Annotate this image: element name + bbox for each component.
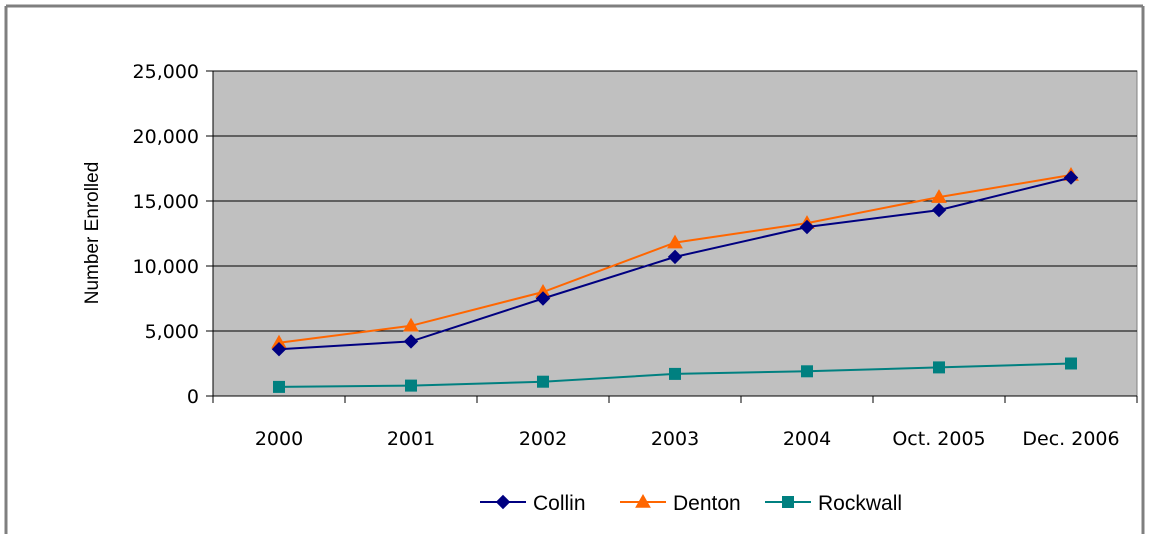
legend-marker	[635, 493, 651, 508]
y-tick-label: 25,000	[133, 61, 199, 83]
x-tick-label: 2002	[519, 428, 567, 450]
plot-area	[212, 70, 1138, 397]
data-point	[537, 375, 549, 388]
data-point	[931, 202, 947, 218]
x-tick-label: 2003	[651, 428, 699, 450]
legend-item-denton: Denton	[620, 492, 741, 515]
legend-item-rockwall: Rockwall	[765, 492, 902, 515]
data-point	[1065, 357, 1077, 370]
data-point	[405, 379, 417, 392]
y-tick-label: 5,000	[145, 321, 199, 343]
legend-label: Rockwall	[818, 492, 902, 515]
y-tick-label: 20,000	[133, 126, 199, 148]
x-tick-label: 2004	[783, 428, 831, 450]
y-tick-label: 15,000	[133, 191, 199, 213]
y-tick-label: 10,000	[133, 256, 199, 278]
legend-label: Collin	[533, 492, 586, 515]
data-point	[535, 291, 551, 306]
y-tick-label: 0	[187, 386, 199, 408]
data-point	[271, 341, 287, 357]
legend-item-collin: Collin	[480, 492, 586, 515]
x-tick-label: 2001	[387, 428, 435, 450]
data-point	[403, 334, 419, 349]
y-tick-labels: 0 5,000 10,000 15,000 20,000 25,000	[133, 61, 199, 408]
x-tick-labels: 2000 2001 2002 2003 2004 Oct. 2005 Dec. 2006	[255, 428, 1120, 450]
legend-marker	[782, 496, 794, 508]
data-point	[667, 249, 683, 265]
data-point	[403, 317, 419, 332]
x-tick-label: 2000	[255, 428, 303, 450]
data-point	[669, 367, 681, 380]
series-group	[271, 166, 1079, 393]
data-point	[273, 380, 285, 393]
series-rockwall	[273, 357, 1077, 393]
series-collin	[271, 170, 1079, 357]
data-point	[799, 219, 815, 235]
data-point	[933, 361, 945, 374]
legend-marker	[495, 494, 511, 510]
data-point	[931, 189, 947, 203]
data-point	[667, 234, 683, 249]
legend: Collin Denton Rockwall	[480, 492, 902, 515]
y-axis-title: Number Enrolled	[82, 162, 103, 305]
x-tick-label: Dec. 2006	[1022, 428, 1119, 450]
axes	[206, 70, 1138, 403]
legend-label: Denton	[673, 492, 741, 515]
x-tick-label: Oct. 2005	[892, 428, 985, 450]
data-point	[1063, 170, 1079, 185]
data-point	[801, 365, 813, 378]
